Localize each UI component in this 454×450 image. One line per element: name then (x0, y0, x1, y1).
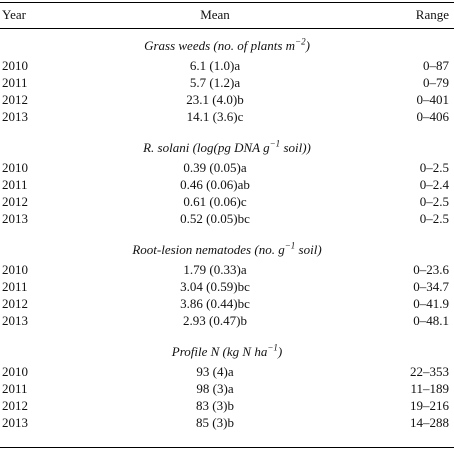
table-row: 2011 98 (3)a 11–189 (2, 381, 449, 396)
section-title: Root-lesion nematodes (no. g−1 soil) (132, 240, 322, 257)
table-row: 2013 14.1 (3.6)c 0–406 (2, 109, 449, 124)
table-row: 2013 85 (3)b 14–288 (2, 415, 449, 430)
table-row: 2011 3.04 (0.59)bc 0–34.7 (2, 279, 449, 294)
table-row: 2011 5.7 (1.2)a 0–79 (2, 75, 449, 90)
header-year: Year (2, 7, 26, 22)
section-title: R. solani (log(pg DNA g−1 soil)) (143, 138, 311, 155)
table-row: 2012 3.86 (0.44)bc 0–41.9 (2, 296, 449, 311)
bottom-rule (0, 447, 454, 448)
header-range: Range (415, 7, 449, 22)
table-row: 2010 1.79 (0.33)a 0–23.6 (2, 262, 449, 277)
table-row: 2012 0.61 (0.06)c 0–2.5 (2, 194, 449, 209)
table-row: 2012 83 (3)b 19–216 (2, 398, 449, 413)
table-row: 2012 23.1 (4.0)b 0–401 (2, 92, 449, 107)
header-mean: Mean (200, 7, 230, 22)
table-row: 2013 2.93 (0.47)b 0–48.1 (2, 313, 449, 328)
table-row: 2011 0.46 (0.06)ab 0–2.4 (2, 177, 449, 192)
table-row: 2010 6.1 (1.0)a 0–87 (2, 58, 449, 73)
table-row: 2010 0.39 (0.05)a 0–2.5 (2, 160, 449, 175)
table-row: 2010 93 (4)a 22–353 (2, 364, 449, 379)
section-title: Grass weeds (no. of plants m−2) (144, 36, 310, 53)
section-title: Profile N (kg N ha−1) (171, 342, 283, 359)
header-rule (0, 28, 454, 29)
table-header: Year Mean Range (0, 6, 454, 24)
top-rule (0, 2, 454, 3)
table-row: 2013 0.52 (0.05)bc 0–2.5 (2, 211, 449, 226)
